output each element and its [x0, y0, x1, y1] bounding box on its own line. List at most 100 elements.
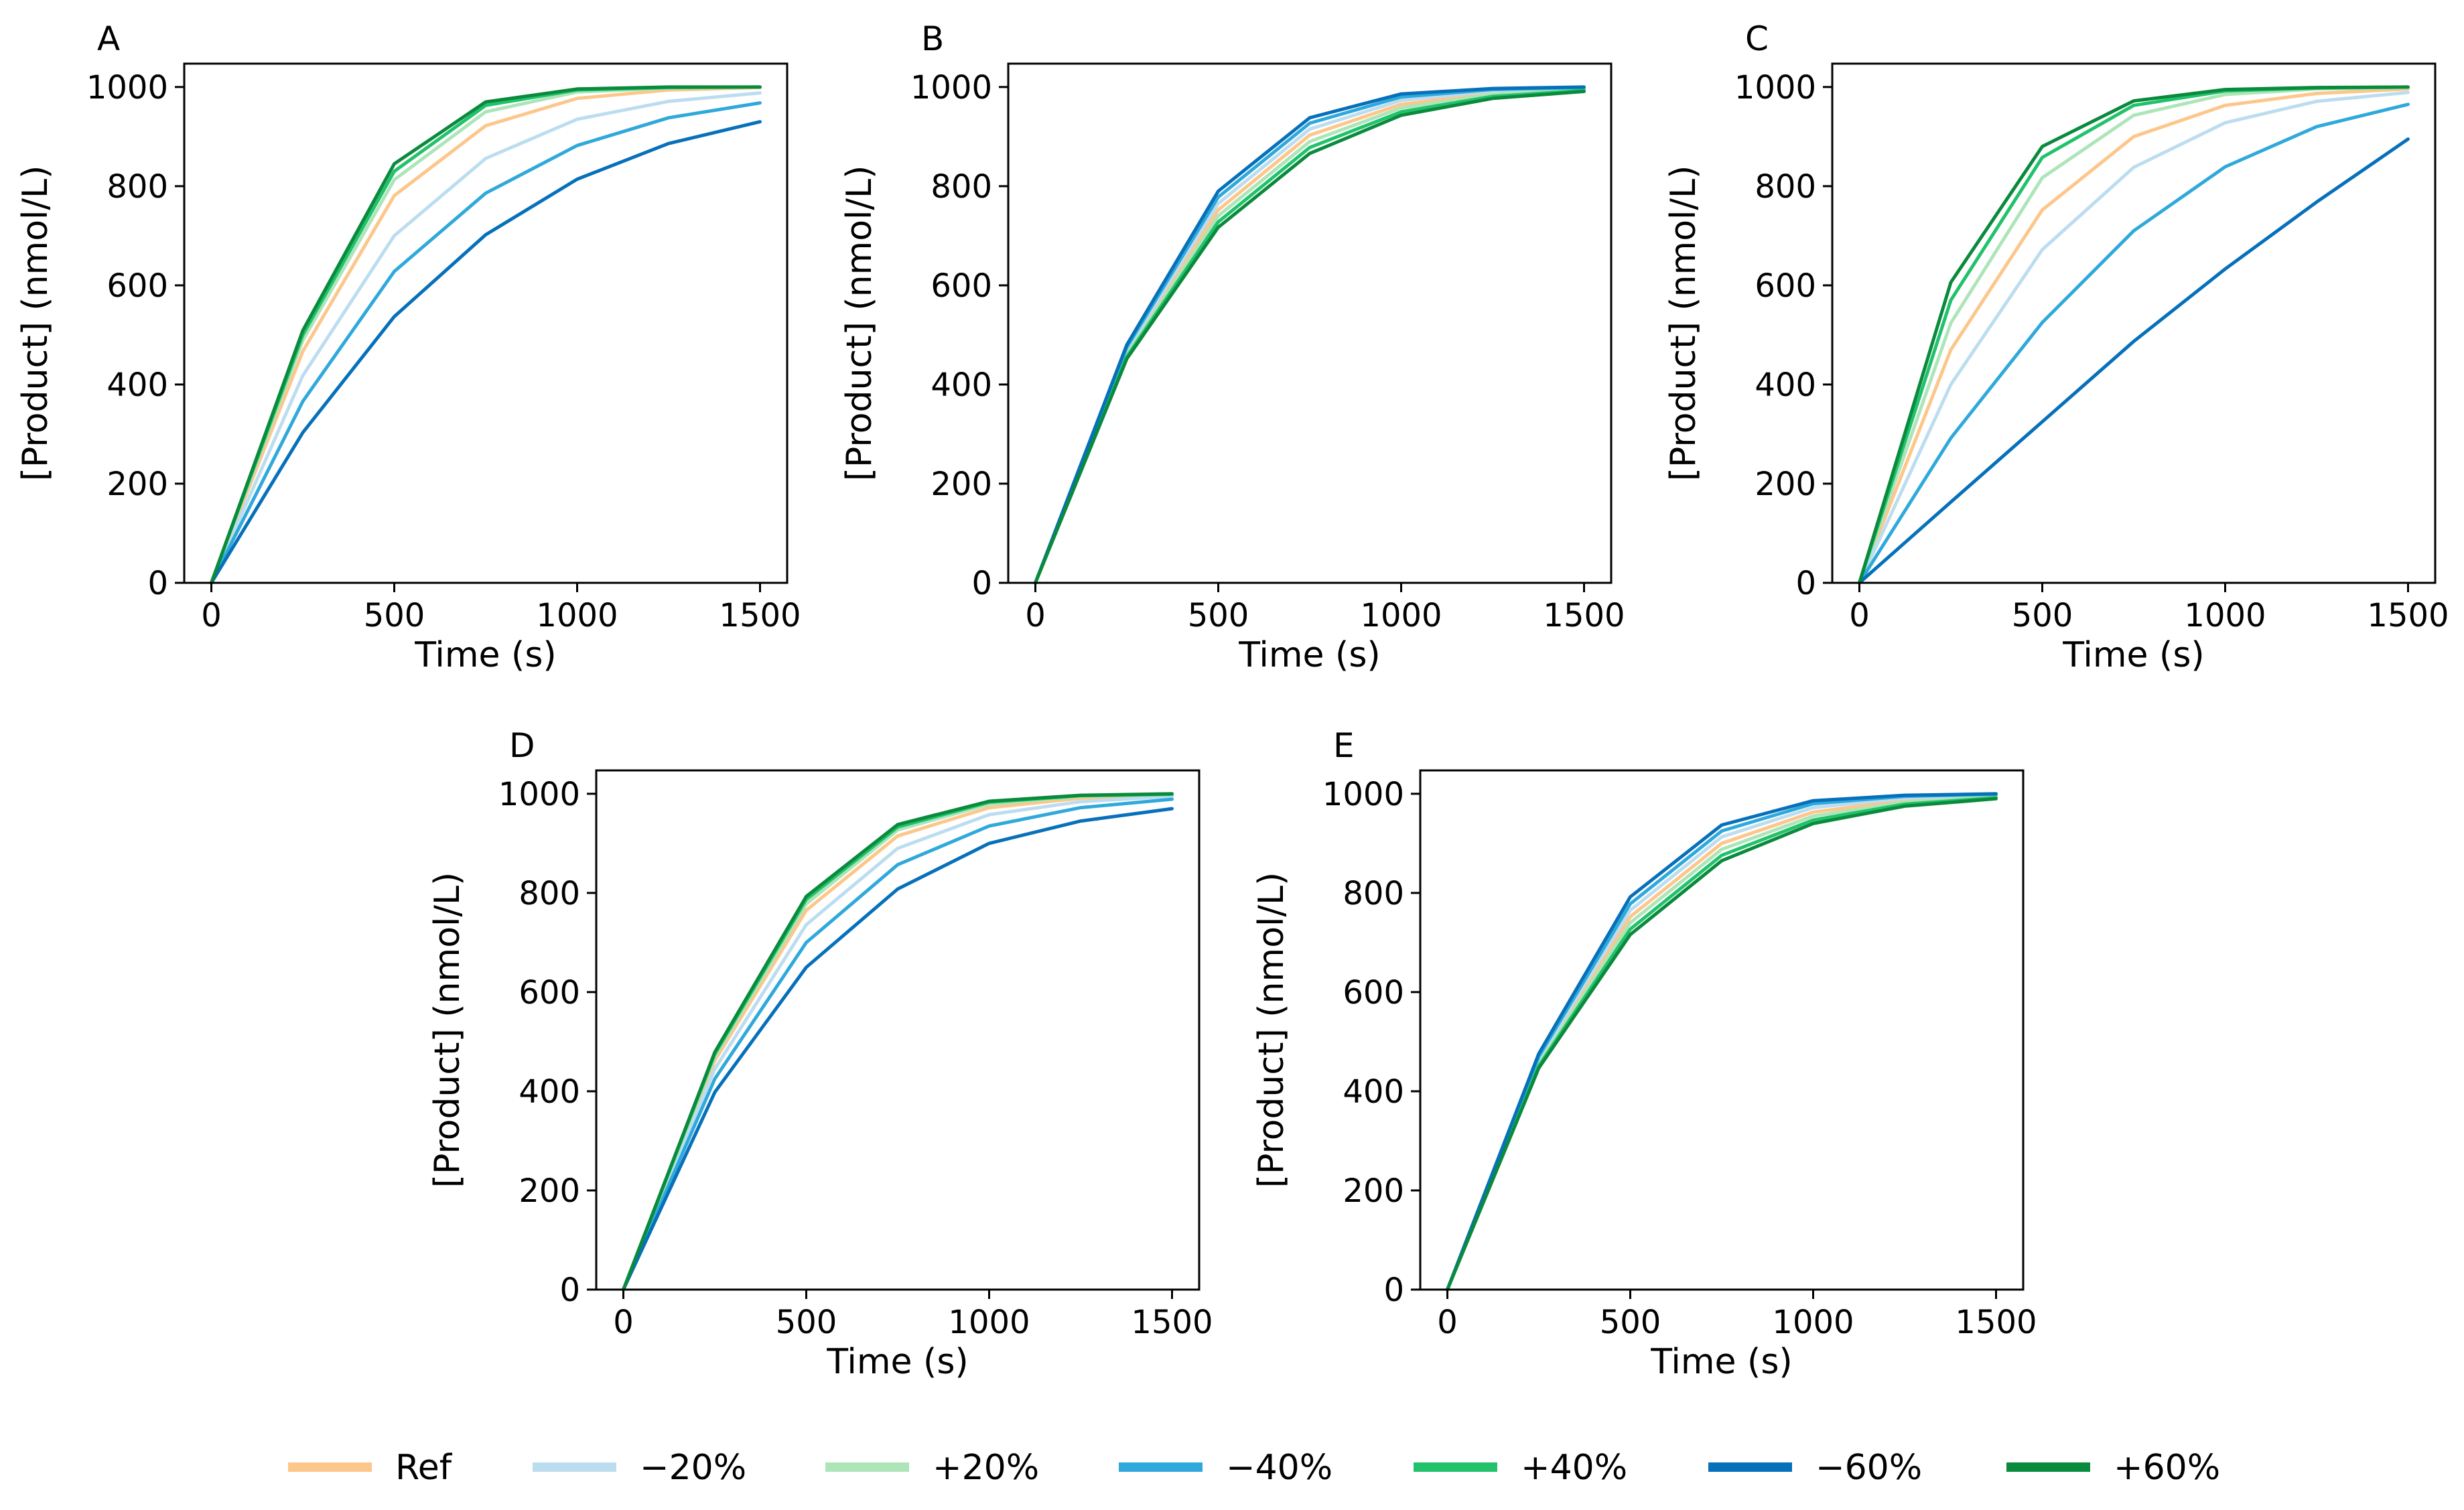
legend-label-5: −60% — [1816, 1448, 1922, 1488]
x-tick-label-a-3: 1500 — [719, 597, 801, 634]
legend: Ref −20% +20% −40% +40% −60% +60% — [288, 1448, 2220, 1488]
series-line-e-4 — [1446, 796, 1998, 1292]
legend-label-1: −20% — [640, 1448, 746, 1488]
y-tick-label-a-1: 200 — [107, 466, 168, 503]
y-tick-label-d-2: 400 — [519, 1073, 580, 1111]
series-line-a-4 — [210, 85, 762, 585]
series-line-a-0 — [210, 86, 762, 585]
y-tick-label-d-5: 1000 — [498, 776, 580, 813]
series-line-e-6 — [1446, 797, 1998, 1292]
y-tick-label-a-4: 800 — [107, 168, 168, 206]
series-line-b-5 — [1034, 85, 1586, 585]
series-line-a-3 — [210, 101, 762, 585]
series-line-c-6 — [1858, 85, 2410, 585]
series-line-d-2 — [622, 793, 1174, 1292]
series-line-a-5 — [210, 120, 762, 585]
y-tick-label-d-1: 200 — [519, 1172, 580, 1210]
y-tick-label-a-5: 1000 — [86, 69, 168, 107]
y-tick-label-b-5: 1000 — [910, 69, 992, 107]
y-tick-label-c-1: 200 — [1755, 466, 1816, 503]
plot-frame-e — [1419, 769, 2025, 1291]
x-axis-label-c: Time (s) — [2062, 635, 2204, 675]
legend-label-6: +60% — [2114, 1448, 2220, 1488]
series-line-b-1 — [1034, 86, 1586, 585]
legend-label-0: Ref — [395, 1448, 453, 1488]
y-tick-label-e-2: 400 — [1343, 1073, 1404, 1111]
x-tick-label-e-3: 1500 — [1955, 1304, 2037, 1341]
y-tick-label-c-0: 0 — [1795, 565, 1816, 602]
plot-frame-c — [1831, 62, 2437, 584]
series-line-b-0 — [1034, 87, 1586, 585]
panel-letter-a: A — [97, 19, 120, 58]
y-tick-label-c-5: 1000 — [1734, 69, 1816, 107]
x-axis-label-b: Time (s) — [1238, 635, 1380, 675]
x-tick-label-e-0: 0 — [1437, 1304, 1458, 1341]
x-tick-label-e-2: 1000 — [1772, 1304, 1854, 1341]
series-line-d-6 — [622, 792, 1174, 1292]
series-line-b-6 — [1034, 90, 1586, 585]
series-line-b-2 — [1034, 88, 1586, 585]
y-tick-label-d-3: 600 — [519, 974, 580, 1012]
y-tick-label-c-2: 400 — [1755, 366, 1816, 404]
legend-label-2: +20% — [933, 1448, 1039, 1488]
y-axis-label-c: [Product] (nmol/L) — [1663, 165, 1704, 481]
y-tick-label-e-1: 200 — [1343, 1172, 1404, 1210]
y-tick-label-e-0: 0 — [1383, 1272, 1404, 1309]
series-line-e-0 — [1446, 794, 1998, 1292]
x-tick-label-e-1: 500 — [1600, 1304, 1661, 1341]
series-line-c-0 — [1858, 87, 2410, 585]
y-axis-label-e: [Product] (nmol/L) — [1251, 872, 1292, 1188]
y-axis-label-b: [Product] (nmol/L) — [839, 165, 880, 481]
x-tick-label-a-2: 1000 — [536, 597, 618, 634]
y-tick-label-e-4: 800 — [1343, 875, 1404, 912]
x-tick-label-c-0: 0 — [1849, 597, 1870, 634]
panel-letter-d: D — [509, 726, 535, 765]
x-tick-label-b-2: 1000 — [1360, 597, 1442, 634]
y-tick-label-b-4: 800 — [931, 168, 992, 206]
panel-letter-b: B — [921, 19, 944, 58]
series-line-a-2 — [210, 85, 762, 585]
x-tick-label-d-0: 0 — [613, 1304, 634, 1341]
x-axis-label-d: Time (s) — [826, 1342, 968, 1382]
series-line-a-1 — [210, 91, 762, 585]
panel-letter-e: E — [1333, 726, 1355, 765]
x-tick-label-d-2: 1000 — [948, 1304, 1030, 1341]
panel-letter-c: C — [1745, 19, 1769, 58]
x-tick-label-d-3: 1500 — [1131, 1304, 1213, 1341]
series-line-d-1 — [622, 795, 1174, 1292]
y-tick-label-d-0: 0 — [559, 1272, 580, 1309]
series-line-e-2 — [1446, 795, 1998, 1292]
series-line-d-0 — [622, 793, 1174, 1292]
x-tick-label-a-0: 0 — [201, 597, 222, 634]
series-line-d-4 — [622, 793, 1174, 1292]
x-axis-label-e: Time (s) — [1650, 1342, 1792, 1382]
y-tick-label-b-3: 600 — [931, 267, 992, 305]
y-tick-label-b-0: 0 — [971, 565, 992, 602]
y-tick-label-c-4: 800 — [1755, 168, 1816, 206]
y-tick-label-a-0: 0 — [147, 565, 168, 602]
y-tick-label-a-3: 600 — [107, 267, 168, 305]
series-line-d-3 — [622, 797, 1174, 1292]
series-line-e-5 — [1446, 792, 1998, 1292]
y-tick-label-a-2: 400 — [107, 366, 168, 404]
series-line-c-5 — [1858, 137, 2410, 585]
x-tick-label-a-1: 500 — [364, 597, 425, 634]
plot-frame-a — [183, 62, 789, 584]
x-tick-label-b-3: 1500 — [1543, 597, 1625, 634]
y-axis-label-d: [Product] (nmol/L) — [427, 872, 468, 1188]
series-line-b-4 — [1034, 88, 1586, 585]
legend-label-4: +40% — [1521, 1448, 1627, 1488]
x-axis-label-a: Time (s) — [414, 635, 556, 675]
x-tick-label-d-1: 500 — [776, 1304, 837, 1341]
plot-frame-b — [1007, 62, 1613, 584]
series-line-d-5 — [622, 807, 1174, 1292]
y-tick-label-e-3: 600 — [1343, 974, 1404, 1012]
series-line-c-3 — [1858, 102, 2410, 585]
series-line-a-6 — [210, 85, 762, 585]
y-axis-label-a: [Product] (nmol/L) — [15, 165, 56, 481]
